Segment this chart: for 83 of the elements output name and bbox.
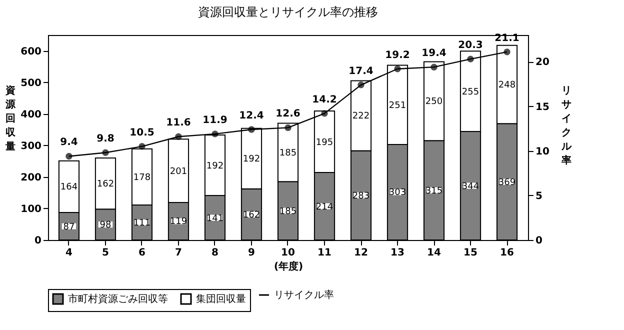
data-label: 315 <box>425 186 443 196</box>
point <box>504 48 510 56</box>
point <box>284 124 292 132</box>
y2-tick-label: 5 <box>536 190 542 202</box>
data-label: 19.4 <box>422 48 446 60</box>
point <box>358 82 364 88</box>
x-axis-title: (年度) <box>274 260 304 272</box>
data-label: 283 <box>352 191 370 202</box>
point <box>467 56 474 62</box>
x-tick-label: 5 <box>102 248 110 258</box>
point <box>212 130 218 138</box>
y-tick-label: 400 <box>20 109 42 120</box>
data-label: 185 <box>279 148 297 158</box>
data-label: 9.4 <box>60 137 78 148</box>
point <box>430 64 438 70</box>
data-label: 201 <box>170 166 188 177</box>
legend-label: リサイクル率 <box>274 289 334 301</box>
y-tick-label: 300 <box>20 140 42 152</box>
data-label: 214 <box>316 202 334 212</box>
data-label: 12.4 <box>239 110 264 122</box>
x-tick-label: 12 <box>354 248 368 258</box>
point <box>394 66 401 72</box>
x-tick-label: 8 <box>212 248 219 258</box>
y-tick-label: 0 <box>34 236 42 246</box>
x-tick-label: 6 <box>138 248 146 258</box>
x-tick-label: 4 <box>66 248 73 258</box>
data-label: 141 <box>206 214 224 224</box>
y2-tick-label: 0 <box>536 236 542 246</box>
x-tick-label: 9 <box>248 248 256 258</box>
data-label: 111 <box>133 218 151 228</box>
data-label: 192 <box>206 161 224 172</box>
point <box>66 152 72 160</box>
y2-tick-label: 15 <box>536 102 550 113</box>
data-label: 11.6 <box>166 118 191 129</box>
point <box>175 133 182 140</box>
data-label: 344 <box>462 182 480 192</box>
data-label: 178 <box>133 172 151 183</box>
x-tick-label: 7 <box>175 248 182 258</box>
legend-label: 集団回収量 <box>196 293 246 305</box>
x-tick-label: 10 <box>281 248 295 258</box>
x-tick-label: 13 <box>390 248 405 258</box>
data-label: 251 <box>388 100 406 111</box>
data-label: 20.3 <box>458 40 483 52</box>
data-label: 248 <box>498 80 516 91</box>
y-axis-title: 資源回収量 <box>4 84 16 152</box>
data-label: 222 <box>352 112 370 122</box>
point <box>321 110 328 117</box>
data-label: 192 <box>242 154 260 165</box>
data-label: 255 <box>462 87 480 98</box>
data-label: 17.4 <box>348 66 374 77</box>
chart-title: 資源回収量とリサイクル率の推移 <box>198 4 378 19</box>
y-tick-label: 600 <box>20 46 42 58</box>
y2-tick-label: 20 <box>536 57 550 68</box>
point <box>138 143 146 150</box>
data-label: 369 <box>498 178 516 188</box>
y2-axis-title: リサイクル率 <box>560 86 572 166</box>
data-label: 19.2 <box>385 50 410 61</box>
x-tick-label: 11 <box>318 248 332 258</box>
data-label: 195 <box>316 138 334 148</box>
data-label: 250 <box>425 97 443 108</box>
data-label: 162 <box>242 210 260 220</box>
point <box>102 149 109 156</box>
data-label: 185 <box>279 206 297 217</box>
x-tick-label: 15 <box>464 248 478 258</box>
data-label: 162 <box>96 180 114 190</box>
point <box>248 126 255 133</box>
data-label: 164 <box>60 182 78 193</box>
y-tick-label: 100 <box>20 204 42 215</box>
data-label: 119 <box>170 217 188 228</box>
y-tick-label: 200 <box>20 172 42 184</box>
data-label: 14.2 <box>312 94 337 106</box>
data-label: 10.5 <box>130 127 154 138</box>
data-label: 98 <box>100 220 112 231</box>
data-label: 9.8 <box>96 134 114 145</box>
data-label: 87 <box>63 222 75 232</box>
y2-tick-label: 10 <box>536 146 550 158</box>
y-tick-label: 500 <box>20 78 42 89</box>
legend-label: 市町村資源ごみ回収等 <box>68 293 168 305</box>
data-label: 11.9 <box>202 114 228 126</box>
data-label: 303 <box>388 188 406 198</box>
x-tick-label: 14 <box>427 248 442 258</box>
x-tick-label: 16 <box>500 248 514 258</box>
data-label: 12.6 <box>276 108 300 120</box>
